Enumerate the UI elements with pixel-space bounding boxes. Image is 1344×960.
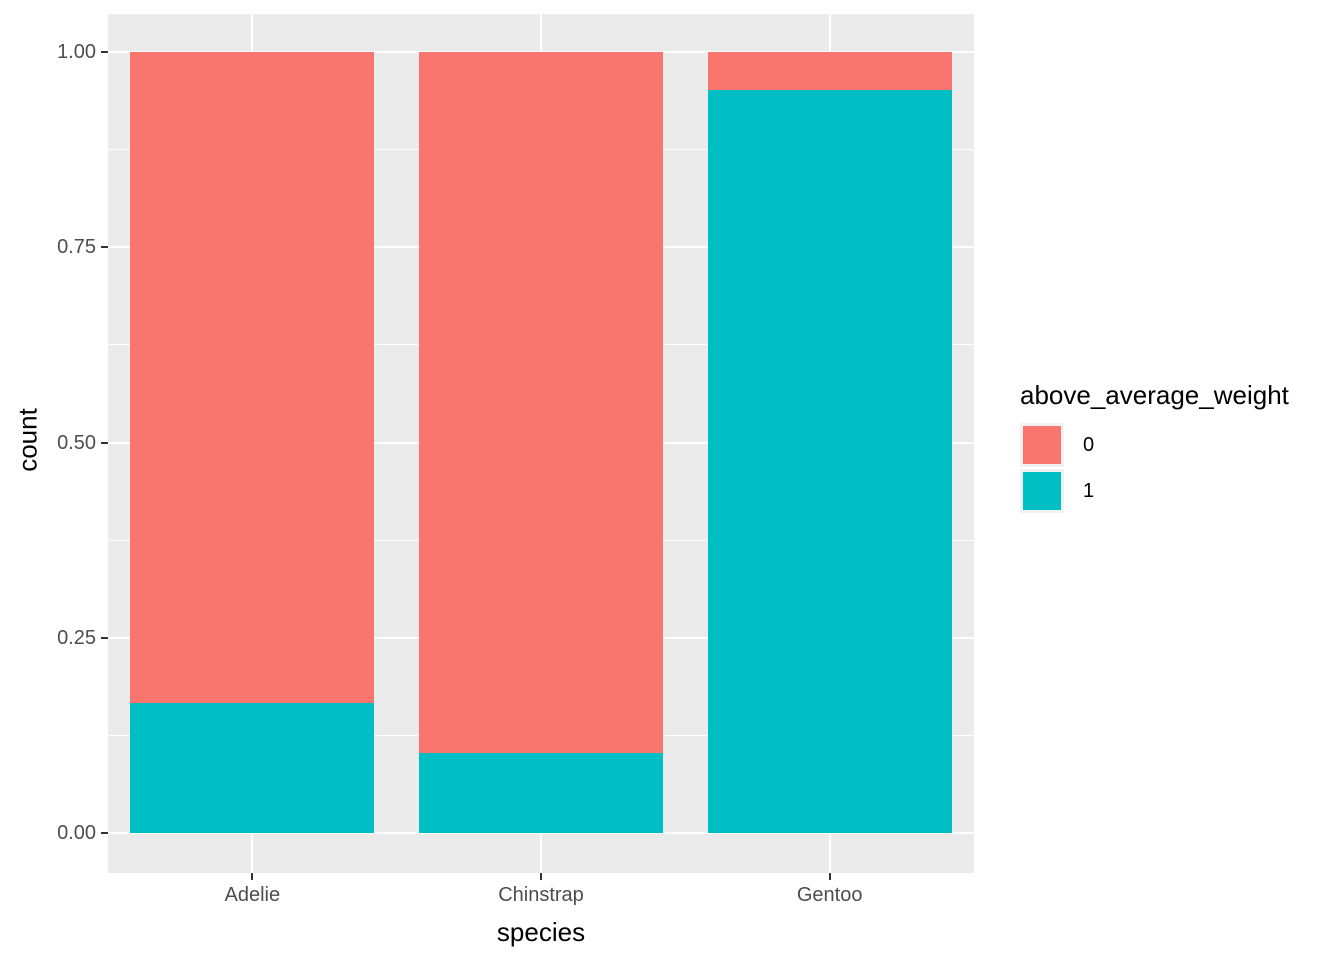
y-tick-label: 1.00 [57,41,96,63]
legend-title: above_average_weight [1020,380,1289,410]
legend-entry-label: 0 [1083,433,1095,456]
x-tick-mark [828,873,831,880]
y-tick-mark [101,441,108,444]
bar-segment-gentoo-0 [707,52,952,91]
x-tick-mark [251,873,254,880]
legend-entry-1: 1 [1020,469,1340,513]
legend-entry-0: 0 [1020,423,1340,467]
bar-segment-gentoo-1 [707,90,952,833]
bar-segment-adelie-1 [130,703,375,833]
y-tick-label: 0.25 [57,626,96,649]
x-tick-label-gentoo: Gentoo [796,884,863,906]
x-tick-label-adelie: Adelie [224,884,281,906]
y-tick-label: 0.00 [57,822,96,844]
legend-key-swatch-1 [1020,469,1064,513]
y-tick-mark [101,636,108,639]
y-tick-label: 0.75 [57,236,96,259]
x-tick-mark [540,873,542,880]
y-tick-mark [101,246,108,249]
x-tick-label-chinstrap: Chinstrap [498,884,584,906]
legend-entry-label: 1 [1083,479,1095,502]
y-tick-mark [101,832,108,834]
legend-key-swatch-0 [1020,423,1064,467]
bar-segment-chinstrap-0 [419,52,663,753]
x-axis-title: species [496,917,586,947]
bar-segment-adelie-0 [130,52,375,704]
plot-panel [108,14,974,873]
bar-segment-chinstrap-1 [419,752,663,833]
y-tick-label: 0.50 [57,431,96,454]
y-tick-mark [101,51,108,53]
